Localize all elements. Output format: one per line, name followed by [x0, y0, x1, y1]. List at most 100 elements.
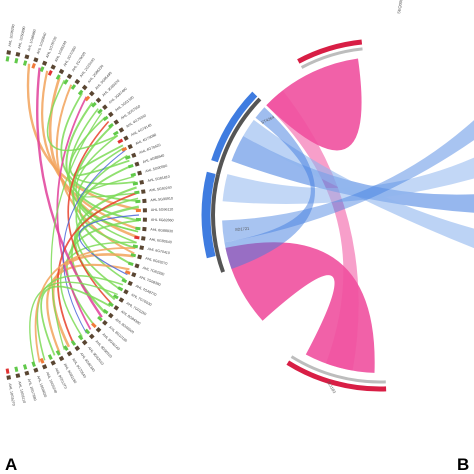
panel-a-node-marker	[107, 111, 114, 118]
panel-a-node-bar	[124, 155, 131, 160]
panel-a-node-marker	[6, 375, 12, 380]
panel-a-node-marker	[134, 263, 140, 269]
panel-a-node-marker	[81, 84, 88, 91]
panel-a-node-bar	[108, 123, 114, 129]
panel-a-node-label: AHL 10G5270	[8, 383, 16, 406]
panel-a-node-marker	[58, 355, 65, 362]
panel-a-node-label: AHL 1G86860	[27, 29, 37, 52]
panel-a-node-marker	[123, 135, 129, 141]
panel-a-node-bar	[127, 163, 134, 169]
panel-a-node-marker	[113, 305, 120, 311]
panel-b-ring-segment-0	[297, 39, 363, 64]
panel-a-node-label: AHL 6G88930	[150, 228, 173, 234]
panel-a-node-marker	[127, 280, 133, 287]
panel-a-node-marker	[102, 104, 108, 111]
panel-b-ring-segment-1	[286, 360, 387, 392]
panel-a-chord-14	[73, 186, 137, 301]
panel-a-chord-28	[36, 275, 124, 361]
panel-a-node-marker	[137, 170, 143, 176]
panel-a-node-bar	[127, 261, 134, 267]
panel-a-node-marker	[81, 339, 88, 346]
panel-a-node-marker	[74, 345, 81, 352]
panel-a-node-marker	[33, 367, 39, 373]
panel-a-node-bar	[70, 340, 77, 346]
panel-a-node-bar	[47, 70, 53, 76]
panel-a-node-marker	[142, 208, 147, 213]
panel-a-node-bar	[77, 89, 84, 96]
panel-b-ring-segment-3	[201, 171, 216, 216]
panel-a-node-bar	[31, 361, 36, 368]
panel-a-node-label: AHL 10G6630	[36, 375, 47, 398]
panel-a-node-bar	[55, 74, 61, 81]
panel-a-node-bar	[63, 78, 69, 85]
panel-a-node-bar	[77, 334, 84, 341]
panel-a-node-bar	[84, 95, 91, 102]
panel-a-node-bar	[84, 328, 91, 335]
panel-a-chord-27	[62, 149, 126, 334]
panel-a-node-bar	[5, 368, 10, 374]
panel-a-node-label: AHL 7G08390	[139, 275, 162, 287]
panel-a-node-label: AHL 6G70410	[147, 247, 170, 255]
panel-a-node-marker	[88, 90, 95, 97]
panel-a-node-bar	[117, 286, 124, 292]
panel-b-ribbon-blue-3	[222, 157, 474, 204]
panel-a-chord-0	[26, 63, 140, 211]
panel-a-node-bar	[22, 60, 28, 66]
panel-a-letter: A	[5, 455, 17, 474]
panel-a-chord-25	[57, 192, 138, 344]
panel-a-node-marker	[24, 370, 30, 376]
panel-a-node-marker	[15, 373, 21, 379]
panel-a-node-marker	[142, 217, 147, 222]
panel-a-chord-12	[78, 165, 136, 250]
panel-b-outer-ring	[201, 39, 387, 392]
panel-a-node-bar	[130, 172, 137, 177]
panel-a-node-bar	[134, 235, 140, 240]
panel-a-node-bar	[55, 349, 61, 356]
panel-a-node-label: AHL 5G90910	[150, 196, 173, 202]
panel-a-node-marker	[118, 297, 125, 303]
panel-a-node-bar	[132, 181, 139, 186]
panel-a-node-marker	[41, 60, 48, 66]
panel-b-ribbon-top	[266, 58, 362, 151]
panel-a-node-marker	[24, 54, 30, 60]
panel-a-node-label: AHL 5G96110	[151, 207, 173, 212]
panel-a-chord-11	[75, 154, 128, 281]
panel-a-node-label: AHL 7G82930	[142, 266, 165, 277]
panel-b-ribbon-blue-2	[243, 119, 474, 249]
panel-a-node-marker	[6, 50, 12, 55]
panel-a-node-bar	[112, 130, 119, 136]
panel-a-node-bar	[39, 66, 45, 73]
panel-a-node-marker	[137, 254, 143, 260]
panel-a-node-marker	[139, 245, 145, 251]
panel-b-ring-segment-6	[290, 355, 386, 384]
panel-a-node-marker	[131, 272, 137, 278]
panel-a-node-label: AHL 10G8110	[17, 381, 26, 404]
panel-a-chord-18	[77, 147, 139, 233]
panel-b-chord-diagram: SEQ0001 ST4264 SD1721 ZL1183	[201, 0, 474, 395]
panel-a-node-marker	[113, 119, 120, 125]
panel-b-ring-segment-4	[201, 214, 216, 259]
panel-a-node-marker	[139, 179, 145, 185]
panel-a-node-label: AHL 10G7680	[27, 378, 37, 401]
panel-a-node-label: AHL 6G80540	[149, 237, 172, 244]
panel-a-node-label: AHL 1G55840	[36, 32, 47, 55]
panel-a-node-bar	[5, 56, 10, 62]
panel-a-node-bar	[112, 294, 119, 300]
panel-a-outer-ring	[5, 50, 147, 380]
panel-a-node-bar	[63, 345, 69, 352]
panel-a-node-marker	[88, 333, 95, 340]
panel-a-node-marker	[134, 161, 140, 167]
panel-a-node-marker	[123, 289, 129, 295]
panel-a-chord-30	[40, 285, 111, 356]
panel-a-node-marker	[142, 226, 147, 232]
panel-a-node-marker	[142, 198, 147, 204]
panel-b-ribbon-cross-pink	[266, 90, 359, 371]
panel-a-ribbons	[26, 63, 140, 365]
panel-a-node-marker	[127, 143, 133, 150]
panel-a-node-bar	[117, 138, 124, 144]
panel-a-node-bar	[22, 364, 28, 370]
panel-a-chord-21	[46, 263, 130, 354]
panel-b-ribbon-blue-1	[231, 136, 474, 213]
panel-a-node-label: AHL 4G88940	[142, 153, 165, 164]
